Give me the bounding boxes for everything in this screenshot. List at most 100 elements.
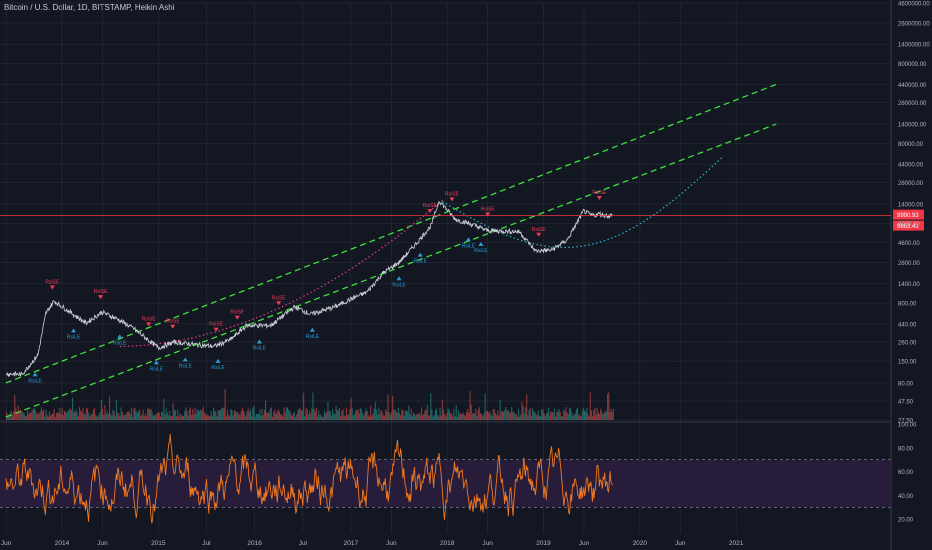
volume-bar	[540, 416, 542, 420]
volume-bar	[530, 415, 532, 420]
volume-bar	[99, 412, 101, 420]
volume-bar	[254, 416, 256, 420]
volume-bar	[164, 414, 166, 420]
volume-bar	[410, 408, 412, 420]
volume-bar	[75, 409, 77, 420]
volume-bar	[192, 409, 194, 420]
volume-bar	[63, 410, 66, 420]
volume-bar	[320, 414, 322, 420]
volume-bar	[147, 408, 149, 420]
volume-bar	[306, 409, 308, 420]
volume-bar	[159, 416, 161, 420]
volume-bar	[516, 416, 519, 420]
volume-bar	[350, 397, 352, 420]
volume-bar	[578, 414, 580, 420]
volume-bar	[568, 407, 571, 420]
volume-bar	[429, 415, 431, 420]
volume-bar	[100, 399, 103, 420]
volume-bar	[561, 416, 564, 420]
volume-bar	[492, 409, 494, 420]
volume-bar	[77, 416, 79, 420]
volume-bar	[453, 409, 455, 420]
y-tick-label: 260.00	[898, 341, 917, 347]
volume-bar	[525, 407, 527, 420]
x-tick-label: 2017	[344, 540, 359, 547]
volume-bar	[485, 411, 487, 420]
volume-bar	[382, 415, 384, 420]
volume-bar	[217, 410, 219, 420]
volume-bar	[202, 406, 204, 420]
volume-bar	[206, 415, 208, 420]
sell-marker	[170, 324, 176, 329]
volume-bar	[418, 412, 420, 420]
volume-bar	[476, 415, 478, 420]
x-tick-label: 2020	[633, 540, 648, 547]
volume-bar	[158, 412, 160, 420]
price-axis[interactable]: 4600000.00 2600000.00 1400000.00 800000.00 4…	[898, 2, 930, 425]
volume-bar	[273, 412, 275, 420]
volume-bar	[416, 413, 418, 420]
volume-bar	[16, 411, 18, 420]
volume-bar	[155, 414, 157, 420]
volume-bar	[78, 407, 81, 420]
buy-marker-label: RsiLE	[28, 378, 42, 384]
volume-bar	[290, 413, 292, 420]
volume-bar	[370, 405, 372, 420]
volume-bar	[24, 415, 26, 420]
volume-bar	[271, 416, 274, 420]
volume-bar	[52, 413, 54, 420]
volume-bar	[380, 410, 382, 420]
volume-bar	[461, 414, 463, 420]
volume-bar	[255, 413, 257, 420]
volume-bar	[396, 412, 398, 420]
sell-marker-label: RsiSE	[142, 316, 157, 322]
volume-bar	[301, 410, 304, 420]
y-tick-label: 8000.00	[898, 222, 920, 228]
volume-bar	[556, 412, 558, 420]
sell-marker-label: RsiSE	[481, 207, 496, 213]
volume-bar	[317, 416, 319, 420]
volume-bar	[139, 409, 141, 420]
volume-bar	[117, 412, 119, 420]
x-tick-label: Jun	[482, 540, 493, 547]
volume-bar	[43, 409, 45, 420]
volume-bar	[56, 412, 59, 420]
volume-bar	[388, 412, 390, 420]
buy-marker	[182, 357, 188, 362]
volume-bar	[21, 410, 23, 420]
volume-bar	[285, 407, 287, 420]
volume-bar	[178, 416, 180, 420]
volume-bar	[152, 415, 155, 420]
channel-line	[5, 123, 777, 418]
volume-bar	[468, 412, 470, 420]
time-axis[interactable]: Jun 2014 Jun 2015 Jul 2016 Jul 2017 Jun 2018 Jun 20…	[1, 540, 744, 547]
volume-bar	[246, 411, 248, 420]
price-line	[5, 200, 613, 378]
volume-bar	[177, 409, 179, 420]
volume-bar	[22, 412, 24, 420]
volume-bar	[310, 413, 312, 420]
volume-bar	[602, 414, 604, 420]
volume-bar	[25, 416, 27, 420]
sell-marker	[485, 212, 491, 217]
volume-bar	[357, 409, 359, 420]
volume-bar	[236, 412, 238, 420]
volume-bar	[121, 411, 123, 420]
x-tick-label: 2016	[247, 540, 262, 547]
volume-bar	[444, 413, 446, 420]
volume-bar	[223, 407, 225, 420]
volume-bar	[176, 416, 178, 420]
volume-bar	[118, 413, 120, 420]
x-tick-label: Jul	[299, 540, 308, 547]
volume-bar	[55, 412, 57, 420]
volume-bar	[201, 410, 203, 420]
volume-bar	[38, 414, 40, 420]
volume-bar	[479, 413, 482, 420]
volume-bar	[284, 412, 286, 420]
volume-bar	[163, 398, 165, 420]
volume-bar	[112, 409, 114, 420]
volume-bar	[546, 412, 549, 420]
volume-bar	[395, 411, 397, 420]
volume-bar	[332, 409, 334, 420]
